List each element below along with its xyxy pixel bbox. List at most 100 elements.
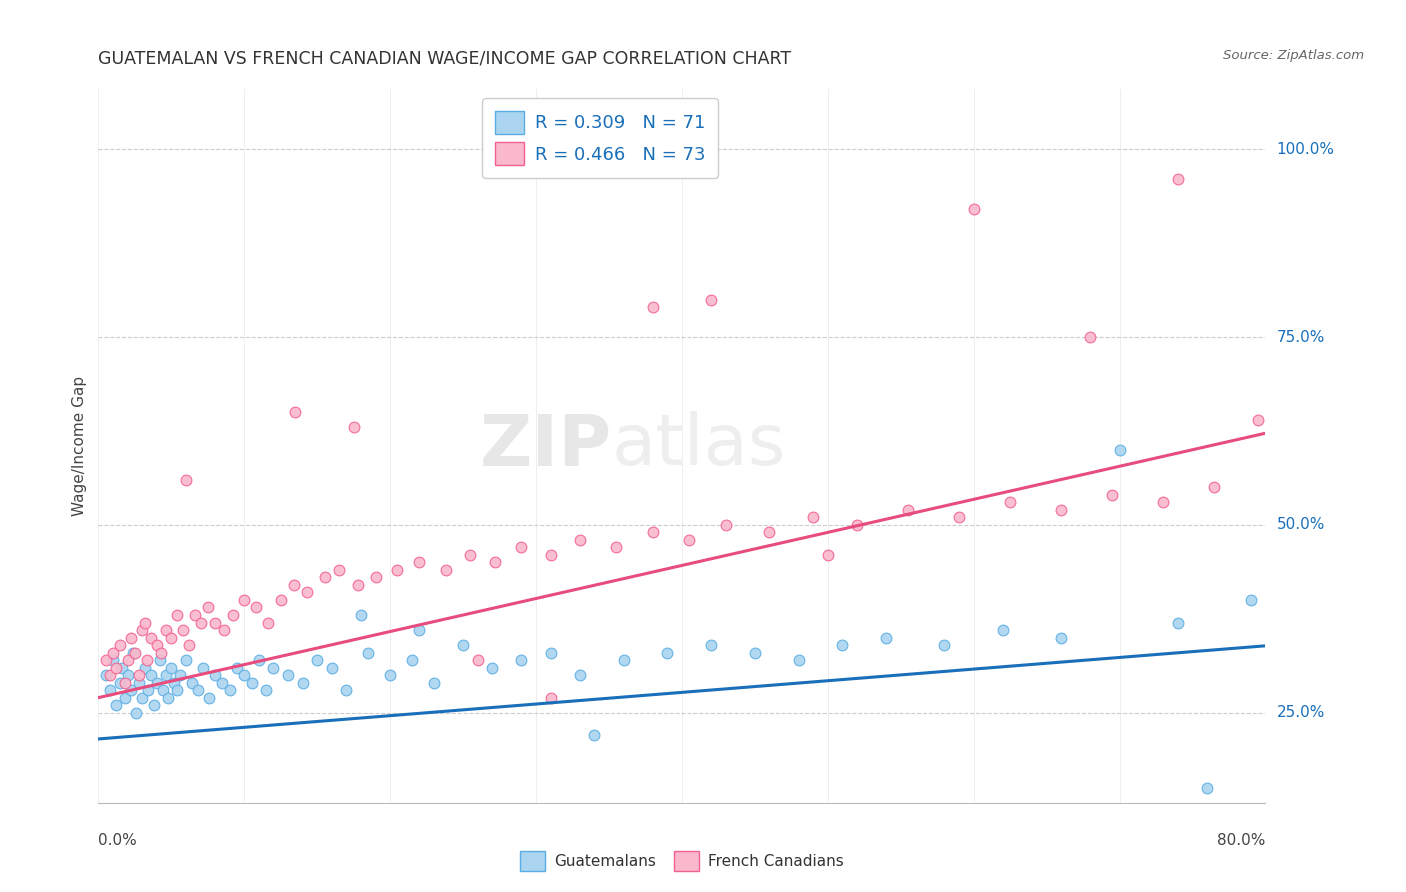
Point (155, 668, 177, 682)
Point (169, 668, 191, 682)
Point (233, 593, 256, 607)
Point (155, 623, 177, 637)
Point (787, 653, 810, 667)
Point (700, 638, 723, 652)
Point (277, 668, 299, 682)
Point (190, 615, 212, 630)
Point (177, 638, 200, 652)
Point (540, 548, 562, 562)
Point (204, 668, 226, 682)
Point (226, 660, 249, 674)
Point (357, 646, 380, 660)
Point (434, 563, 457, 577)
Point (291, 675, 314, 690)
Text: 25.0%: 25.0% (1277, 706, 1324, 720)
Point (897, 503, 920, 517)
Point (212, 623, 235, 637)
Point (198, 690, 221, 705)
Point (183, 607, 205, 622)
Point (378, 668, 402, 682)
Text: ZIP: ZIP (479, 411, 612, 481)
Point (197, 600, 219, 615)
Point (605, 541, 627, 555)
Point (157, 690, 180, 705)
Point (641, 300, 664, 314)
Point (568, 668, 591, 682)
Point (568, 533, 591, 547)
Point (110, 675, 132, 690)
Point (134, 660, 156, 674)
Point (122, 646, 145, 660)
Point (962, 202, 984, 217)
Point (152, 683, 174, 698)
Point (451, 638, 474, 652)
Point (540, 690, 562, 705)
Point (401, 653, 423, 667)
Point (114, 690, 136, 705)
Point (114, 675, 136, 690)
Point (1152, 495, 1174, 509)
Point (247, 653, 270, 667)
Point (117, 653, 139, 667)
Point (801, 510, 824, 524)
Point (135, 653, 157, 667)
Point (991, 623, 1014, 637)
Point (1247, 413, 1270, 427)
Point (160, 660, 183, 674)
Point (744, 879, 766, 892)
Y-axis label: Wage/Income Gap: Wage/Income Gap (72, 376, 87, 516)
Text: 0.0%: 0.0% (98, 833, 138, 848)
Point (254, 683, 277, 698)
Point (1167, 172, 1189, 186)
Point (142, 698, 165, 713)
Point (321, 660, 343, 674)
Point (510, 541, 533, 555)
Point (240, 675, 263, 690)
Point (408, 556, 430, 570)
Point (160, 631, 183, 645)
Point (150, 646, 173, 660)
Point (166, 683, 188, 698)
Point (149, 653, 172, 667)
Point (540, 646, 562, 660)
Point (174, 473, 197, 487)
Point (350, 607, 373, 622)
Point (467, 653, 489, 667)
Point (172, 623, 194, 637)
Point (484, 556, 506, 570)
Point (1195, 780, 1218, 795)
Point (204, 615, 226, 630)
Point (744, 646, 766, 660)
Point (657, 646, 679, 660)
Point (134, 615, 156, 630)
Point (328, 563, 350, 577)
Point (101, 646, 124, 660)
Point (193, 660, 215, 674)
Point (98, 668, 121, 682)
Point (612, 653, 634, 667)
Point (104, 660, 127, 674)
Point (270, 593, 292, 607)
Point (1050, 503, 1073, 517)
Text: 50.0%: 50.0% (1277, 517, 1324, 533)
Point (307, 653, 329, 667)
Point (110, 638, 132, 652)
Point (714, 517, 737, 532)
Text: 75.0%: 75.0% (1277, 329, 1324, 344)
Point (166, 607, 188, 622)
Point (1240, 593, 1263, 607)
Point (343, 420, 366, 434)
Point (256, 615, 278, 630)
Point (163, 675, 186, 690)
Point (146, 638, 169, 652)
Point (128, 668, 150, 682)
Point (120, 631, 142, 645)
Point (347, 578, 370, 592)
Point (423, 675, 446, 690)
Point (1167, 615, 1189, 630)
Point (700, 293, 723, 307)
Point (481, 660, 503, 674)
Point (364, 570, 387, 584)
Point (104, 698, 127, 713)
Point (131, 623, 153, 637)
